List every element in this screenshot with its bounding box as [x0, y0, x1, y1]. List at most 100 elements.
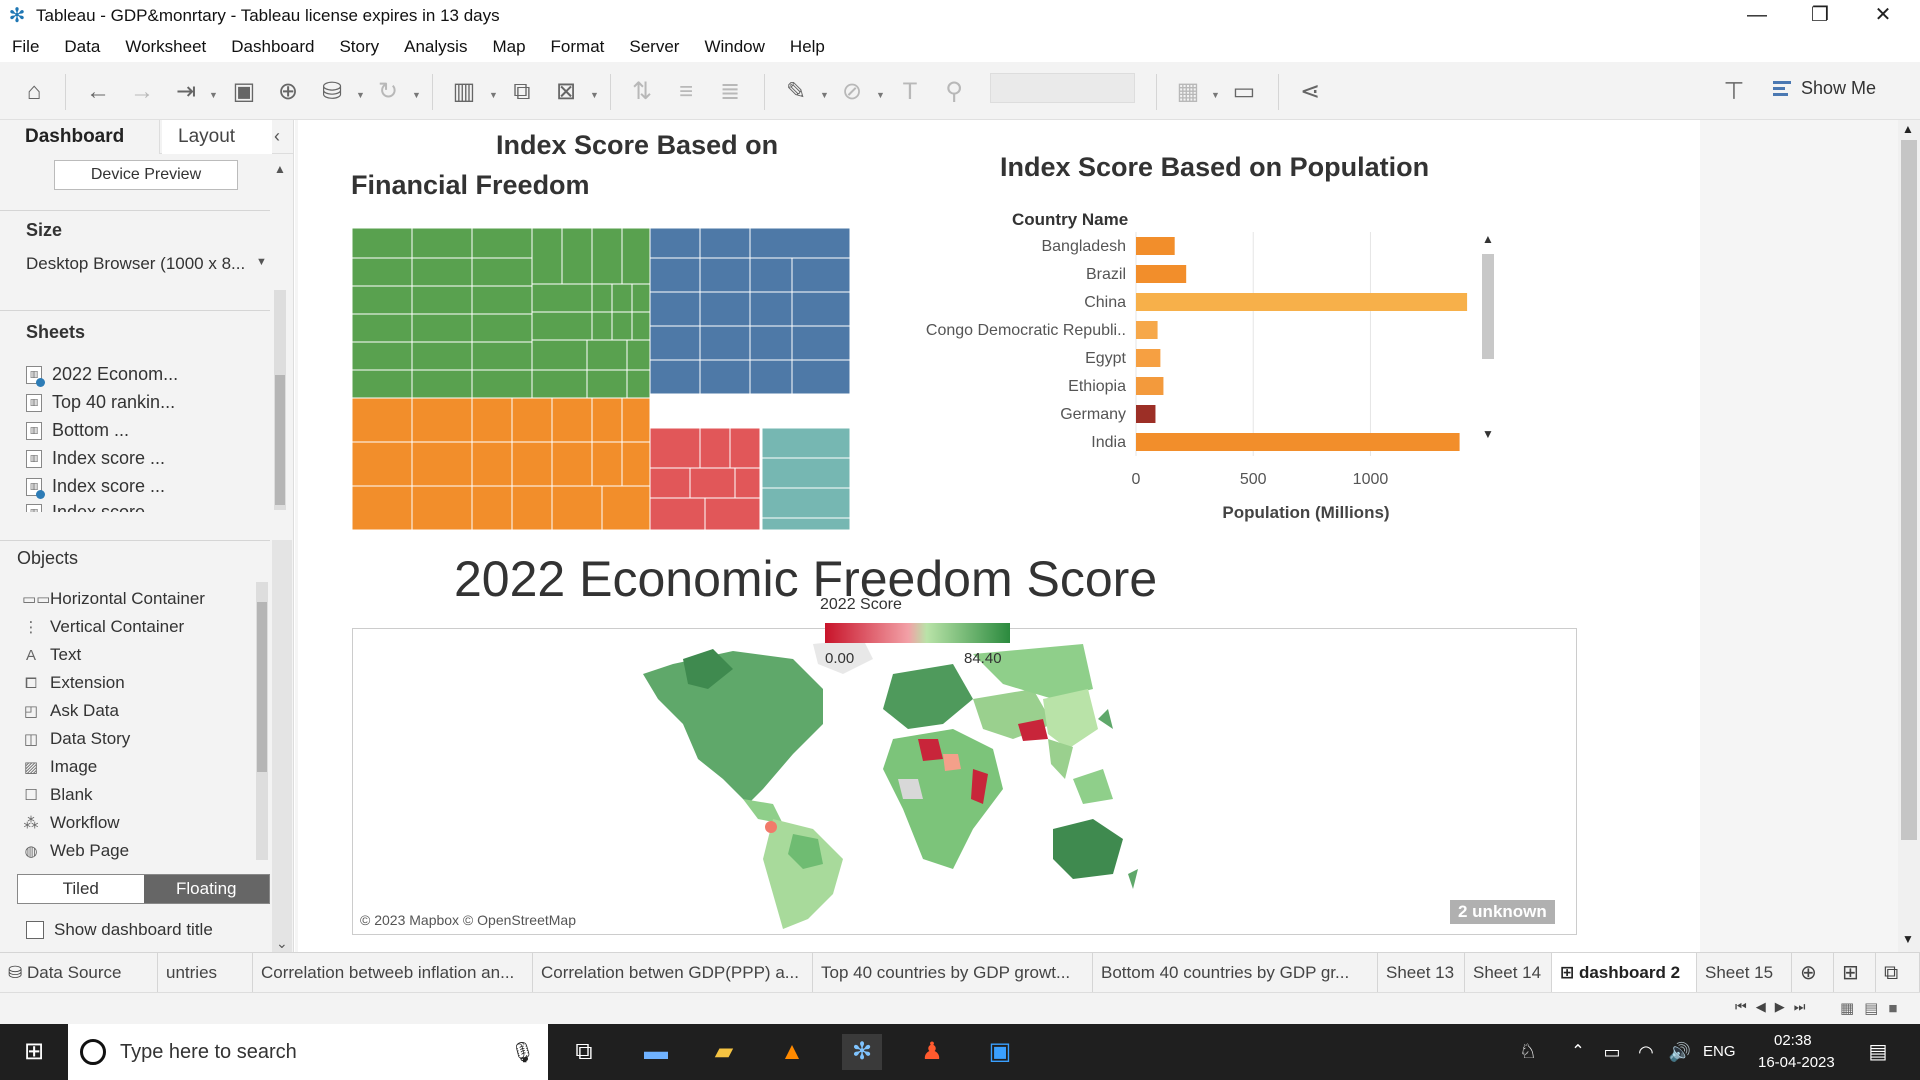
format-painter-icon[interactable]: ⊤: [1723, 78, 1745, 105]
new-worksheet-caret-icon[interactable]: ▼: [489, 90, 498, 100]
scroll-up-icon[interactable]: ▲: [1482, 232, 1494, 246]
menu-server[interactable]: Server: [629, 37, 680, 56]
new-story-icon[interactable]: ⧉: [1876, 953, 1920, 993]
group-members-icon[interactable]: ⊘: [841, 78, 863, 105]
group-caret-icon[interactable]: ▼: [876, 90, 885, 100]
save-icon[interactable]: ▣: [232, 78, 256, 105]
show-title-checkbox[interactable]: [26, 921, 44, 939]
tab-sheet[interactable]: Top 40 countries by GDP growt...: [813, 953, 1093, 993]
tab-dashboard-active[interactable]: ⊞ dashboard 2: [1552, 953, 1697, 993]
dashboard-scrollbar[interactable]: ▲ ▼: [1898, 120, 1920, 952]
menu-file[interactable]: File: [12, 37, 40, 56]
object-workflow[interactable]: ⁂ Workflow: [22, 813, 120, 833]
sheet-item[interactable]: ▥ Bottom ...: [26, 420, 129, 441]
object-data-story[interactable]: ◫ Data Story: [22, 729, 130, 749]
highlight-caret-icon[interactable]: ▼: [820, 90, 829, 100]
tab-data-source[interactable]: ⛁ Data Source: [0, 953, 158, 993]
device-preview-button[interactable]: Device Preview: [54, 160, 238, 190]
object-horizontal-container[interactable]: ▭▭ Horizontal Container: [22, 589, 205, 609]
battery-icon[interactable]: ▭: [1603, 1042, 1621, 1062]
photos-icon[interactable]: ▣: [988, 1038, 1012, 1065]
close-button[interactable]: ✕: [1874, 4, 1892, 26]
sheet-item-clipped[interactable]: ▥ Index score: [26, 502, 186, 512]
fit-dropdown[interactable]: [990, 73, 1135, 103]
swap-rows-columns-icon[interactable]: ⇅: [631, 78, 653, 105]
menu-help[interactable]: Help: [789, 37, 825, 56]
menu-window[interactable]: Window: [704, 37, 765, 56]
chevron-up-icon[interactable]: ⌃: [1571, 1043, 1585, 1060]
scroll-up-icon[interactable]: ▲: [274, 162, 286, 176]
show-mark-labels-icon[interactable]: T: [902, 78, 918, 105]
windows-start-icon[interactable]: ⊞: [23, 1038, 45, 1065]
tableau-taskbar-icon[interactable]: ✻: [842, 1034, 882, 1070]
task-view-icon[interactable]: ⧉: [575, 1038, 593, 1065]
show-dashboard-title-option[interactable]: Show dashboard title: [26, 920, 213, 940]
scroll-down-icon[interactable]: ⌄: [276, 935, 288, 951]
microphone-icon[interactable]: 🎙: [510, 1041, 536, 1064]
home-icon[interactable]: ⌂: [26, 78, 42, 105]
taskbar-search[interactable]: Type here to search 🎙: [68, 1024, 548, 1080]
minimize-button[interactable]: —: [1747, 4, 1767, 26]
data-source-icon[interactable]: ⛁: [321, 78, 343, 105]
people-icon[interactable]: ♘: [1519, 1041, 1537, 1063]
file-explorer-icon[interactable]: ▰: [714, 1038, 734, 1065]
app-icon-red[interactable]: ♟: [921, 1038, 943, 1065]
menu-dashboard[interactable]: Dashboard: [231, 37, 315, 56]
sheet-item[interactable]: ▥ Index score ...: [26, 448, 165, 469]
world-map[interactable]: [353, 629, 1578, 936]
show-cards-icon[interactable]: ▦: [1176, 78, 1200, 105]
sheet-item[interactable]: ▥ Top 40 rankin...: [26, 392, 175, 413]
scroll-up-icon[interactable]: ▲: [1902, 122, 1914, 136]
scroll-thumb[interactable]: [1901, 140, 1917, 840]
sort-ascending-icon[interactable]: ≡: [678, 78, 693, 105]
object-vertical-container[interactable]: ⋮ Vertical Container: [22, 617, 185, 637]
scroll-thumb[interactable]: [1482, 254, 1494, 359]
new-worksheet-icon[interactable]: ▥: [452, 78, 476, 105]
presentation-mode-icon[interactable]: ▭: [1232, 78, 1256, 105]
tab-sheet[interactable]: Sheet 15: [1697, 953, 1792, 993]
redo-icon[interactable]: →: [130, 78, 154, 105]
new-dashboard-icon[interactable]: ⊞: [1834, 953, 1876, 993]
view-mode-icons[interactable]: ▦▤■: [1840, 1000, 1908, 1017]
clock-date[interactable]: 16-04-2023: [1758, 1054, 1835, 1071]
panel-scrollbar[interactable]: [272, 540, 292, 1056]
population-bar-chart[interactable]: Country Name Bangladesh Brazil China Congo D…: [898, 205, 1498, 525]
volume-icon[interactable]: 🔊: [1668, 1042, 1692, 1062]
tab-sheet[interactable]: Sheet 13: [1378, 953, 1465, 993]
wifi-icon[interactable]: ◠: [1638, 1042, 1654, 1062]
sheet-item[interactable]: ▥ 2022 Econom...: [26, 364, 178, 387]
floating-button[interactable]: Floating: [143, 875, 269, 903]
objects-scrollbar[interactable]: [256, 582, 268, 860]
tab-sheet[interactable]: untries: [158, 953, 253, 993]
duplicate-sheet-icon[interactable]: ⧉: [513, 78, 531, 105]
tab-sheet[interactable]: Correlation betwen GDP(PPP) a...: [533, 953, 813, 993]
menu-map[interactable]: Map: [492, 37, 526, 56]
replay-icon[interactable]: ⇥: [175, 78, 197, 105]
highlight-icon[interactable]: ✎: [785, 78, 807, 105]
new-worksheet-icon[interactable]: ⊕: [1792, 953, 1834, 993]
clear-sheet-icon[interactable]: ⊠: [555, 78, 577, 105]
tiled-button[interactable]: Tiled: [18, 875, 144, 903]
collapse-panel-icon[interactable]: ‹: [274, 126, 280, 146]
tab-sheet[interactable]: Correlation betweeb inflation an...: [253, 953, 533, 993]
clear-sheet-caret-icon[interactable]: ▼: [590, 90, 599, 100]
size-dropdown[interactable]: Desktop Browser (1000 x 8...: [26, 254, 246, 273]
data-source-caret-icon[interactable]: ▼: [356, 90, 365, 100]
object-web-page[interactable]: ◍ Web Page: [22, 841, 129, 861]
vlc-icon[interactable]: ▲: [780, 1038, 804, 1065]
object-blank[interactable]: ☐ Blank: [22, 785, 92, 805]
chevron-down-icon[interactable]: ▼: [256, 256, 267, 268]
fix-axes-icon[interactable]: ⚲: [945, 78, 963, 105]
clock-time[interactable]: 02:38: [1774, 1032, 1812, 1049]
language-indicator[interactable]: ENG: [1703, 1043, 1736, 1060]
new-data-source-icon[interactable]: ⊕: [277, 78, 299, 105]
refresh-caret-icon[interactable]: ▼: [412, 90, 421, 100]
refresh-icon[interactable]: ↻: [377, 78, 399, 105]
object-text[interactable]: A Text: [22, 645, 81, 665]
sort-descending-icon[interactable]: ≣: [719, 78, 741, 105]
notifications-icon[interactable]: ▤: [1868, 1041, 1888, 1063]
tab-sheet[interactable]: Bottom 40 countries by GDP gr...: [1093, 953, 1378, 993]
tab-dashboard[interactable]: Dashboard: [0, 120, 160, 154]
map-view[interactable]: [352, 628, 1577, 935]
tab-sheet[interactable]: Sheet 14: [1465, 953, 1552, 993]
